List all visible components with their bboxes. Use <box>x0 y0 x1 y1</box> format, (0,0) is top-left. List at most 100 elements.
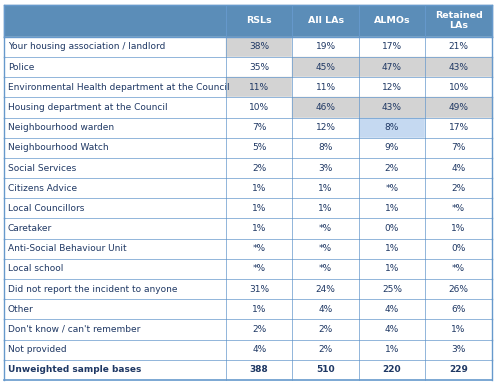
Text: 2%: 2% <box>451 184 466 193</box>
Text: 12%: 12% <box>315 123 336 132</box>
Text: Housing department at the Council: Housing department at the Council <box>8 103 168 112</box>
Bar <box>293 37 359 57</box>
Text: Environmental Health department at the Council: Environmental Health department at the C… <box>8 83 230 92</box>
Bar <box>359 279 425 299</box>
Text: 26%: 26% <box>448 285 469 294</box>
Text: 10%: 10% <box>249 103 269 112</box>
Text: Social Services: Social Services <box>8 164 76 173</box>
Text: 4%: 4% <box>385 305 399 314</box>
Bar <box>4 118 226 138</box>
Bar <box>359 299 425 319</box>
Bar <box>226 118 293 138</box>
Bar <box>425 239 492 259</box>
Text: 4%: 4% <box>385 325 399 334</box>
Bar <box>425 360 492 380</box>
Text: 38%: 38% <box>249 43 269 51</box>
Text: 1%: 1% <box>385 244 399 253</box>
Bar <box>359 218 425 239</box>
Text: 7%: 7% <box>252 123 266 132</box>
Bar <box>359 97 425 118</box>
Text: Unweighted sample bases: Unweighted sample bases <box>8 365 141 374</box>
Text: 17%: 17% <box>382 43 402 51</box>
Bar <box>226 138 293 158</box>
Bar <box>425 299 492 319</box>
Bar <box>4 37 226 57</box>
Text: 1%: 1% <box>252 224 266 233</box>
Bar <box>359 259 425 279</box>
Text: 2%: 2% <box>252 325 266 334</box>
Text: 24%: 24% <box>315 285 335 294</box>
Bar <box>425 118 492 138</box>
Text: Anti-Social Behaviour Unit: Anti-Social Behaviour Unit <box>8 244 126 253</box>
Bar <box>293 360 359 380</box>
Text: 11%: 11% <box>315 83 336 92</box>
Bar <box>4 138 226 158</box>
Bar <box>359 198 425 218</box>
Bar <box>359 178 425 198</box>
Text: 8%: 8% <box>318 143 333 152</box>
Text: 1%: 1% <box>318 184 333 193</box>
Bar <box>425 138 492 158</box>
Text: *%: *% <box>252 244 266 253</box>
Bar <box>4 279 226 299</box>
Text: 0%: 0% <box>451 244 466 253</box>
Bar <box>425 37 492 57</box>
Text: 1%: 1% <box>318 204 333 213</box>
Text: 3%: 3% <box>451 345 466 354</box>
Bar <box>226 198 293 218</box>
Text: 6%: 6% <box>451 305 466 314</box>
Bar <box>293 279 359 299</box>
Bar <box>359 360 425 380</box>
Bar <box>226 77 293 97</box>
Bar <box>4 239 226 259</box>
Bar <box>4 178 226 198</box>
Text: 35%: 35% <box>249 63 269 72</box>
Bar <box>4 5 492 37</box>
Bar <box>359 158 425 178</box>
Bar <box>4 319 226 340</box>
Text: 2%: 2% <box>318 325 333 334</box>
Text: Police: Police <box>8 63 34 72</box>
Text: All LAs: All LAs <box>308 16 344 25</box>
Text: 1%: 1% <box>252 184 266 193</box>
Text: 45%: 45% <box>315 63 336 72</box>
Bar <box>359 37 425 57</box>
Text: *%: *% <box>452 204 465 213</box>
Bar <box>226 178 293 198</box>
Text: 1%: 1% <box>451 224 466 233</box>
Text: 7%: 7% <box>451 143 466 152</box>
Bar <box>293 118 359 138</box>
Text: Retained
LAs: Retained LAs <box>434 11 483 30</box>
Text: 2%: 2% <box>318 345 333 354</box>
Text: *%: *% <box>319 224 332 233</box>
Bar <box>226 158 293 178</box>
Bar <box>293 239 359 259</box>
Bar <box>4 198 226 218</box>
Text: 229: 229 <box>449 365 468 374</box>
Bar <box>293 158 359 178</box>
Text: Your housing association / landlord: Your housing association / landlord <box>8 43 165 51</box>
Text: 9%: 9% <box>385 143 399 152</box>
Bar <box>425 279 492 299</box>
Text: *%: *% <box>252 264 266 273</box>
Text: 1%: 1% <box>451 325 466 334</box>
Bar <box>4 158 226 178</box>
Bar <box>4 340 226 360</box>
Bar <box>359 118 425 138</box>
Text: 17%: 17% <box>448 123 469 132</box>
Bar <box>425 319 492 340</box>
Bar <box>226 340 293 360</box>
Bar <box>425 218 492 239</box>
Bar <box>4 218 226 239</box>
Bar <box>293 319 359 340</box>
Text: 1%: 1% <box>385 204 399 213</box>
Text: 11%: 11% <box>249 83 269 92</box>
Bar <box>226 57 293 77</box>
Bar <box>359 319 425 340</box>
Text: Did not report the incident to anyone: Did not report the incident to anyone <box>8 285 178 294</box>
Bar <box>425 198 492 218</box>
Text: 220: 220 <box>383 365 401 374</box>
Bar <box>4 77 226 97</box>
Bar <box>425 97 492 118</box>
Text: *%: *% <box>452 264 465 273</box>
